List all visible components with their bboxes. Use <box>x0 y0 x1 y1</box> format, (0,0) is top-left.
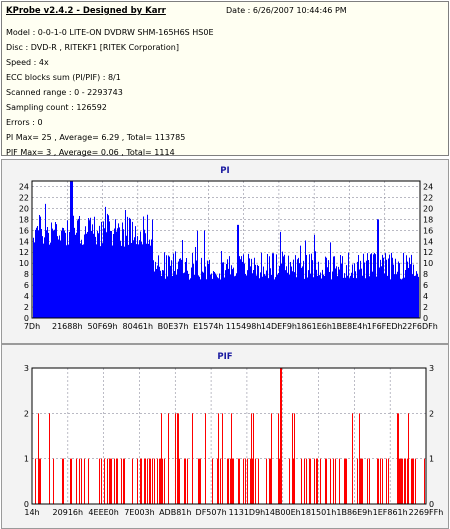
y-tick-label-right: 8 <box>423 270 428 279</box>
info-sampling-count: Sampling count : 126592 <box>6 103 107 112</box>
y-tick-label-right: 14 <box>423 237 433 246</box>
pif-chart: 0 0 1 1 2 2 3 3 14h 20916h 4EEE0h 7E003h ADB81h DF507… <box>24 364 444 517</box>
y-tick-label-left: 2 <box>24 409 29 418</box>
y-tick-label-right: 22 <box>423 193 433 202</box>
y-tick-label-right: 1 <box>429 455 434 464</box>
info-scanned-range: Scanned range : 0 - 2293743 <box>6 88 123 97</box>
x-tick-label: 1861E6h <box>296 322 332 331</box>
x-tick-label: 7Dh <box>24 322 40 331</box>
pif-chart-title: PIF <box>217 352 233 362</box>
y-tick-label-left: 1 <box>24 455 29 464</box>
series-bars <box>35 368 425 504</box>
x-tick-label: 20916h <box>53 508 84 517</box>
scan-date: Date : 6/26/2007 10:44:46 PM <box>226 6 347 15</box>
x-tick-label: 14DEF9h <box>261 322 297 331</box>
y-tick-label-right: 3 <box>429 364 434 373</box>
x-tick-label: 1131D9h <box>229 508 266 517</box>
y-tick-label-right: 0 <box>429 500 434 509</box>
x-tick-label: 1BE8E4h <box>331 322 367 331</box>
y-tick-label-left: 10 <box>19 259 29 268</box>
x-tick-label: 21688h <box>52 322 83 331</box>
pif-chart-panel: PIF 0 0 1 1 2 2 3 3 14h 20916h 4EEE0h 7E003h ADB81h D… <box>1 344 449 529</box>
y-tick-label-left: 0 <box>24 314 29 323</box>
info-pif-stats: PIF Max= 3 , Average= 0.06 , Total= 1114 <box>6 148 175 157</box>
info-pi-stats: PI Max= 25 , Average= 6.29 , Total= 1137… <box>6 133 186 142</box>
info-speed: Speed : 4x <box>6 58 49 67</box>
plot-frame <box>31 367 427 505</box>
x-tick-label: 14B00Eh <box>265 508 301 517</box>
y-tick-label-right: 18 <box>423 215 433 224</box>
x-tick-label: 22F6DFh <box>402 322 438 331</box>
y-tick-label-right: 2 <box>423 303 428 312</box>
y-tick-label-left: 20 <box>19 204 29 213</box>
y-tick-label-right: 12 <box>423 248 433 257</box>
info-panel: KProbe v2.4.2 - Designed by Karr Date : … <box>1 1 449 157</box>
x-tick-label: B0E37h <box>158 322 189 331</box>
y-tick-label-left: 0 <box>24 500 29 509</box>
series-bars <box>33 181 419 318</box>
pi-chart-panel: PI 0 0 2 2 4 4 6 6 8 8 10 10 12 12 14 14 16 16 18 18 20 20 22 2… <box>1 159 449 344</box>
x-tick-label: 14h <box>24 508 39 517</box>
x-tick-label: 1EF861h <box>373 508 408 517</box>
x-tick-label: 7E003h <box>124 508 154 517</box>
pi-chart-title: PI <box>220 166 230 176</box>
info-disc: Disc : DVD-R , RITEKF1 [RITEK Corporatio… <box>6 43 179 52</box>
x-tick-label: 115498h <box>226 322 262 331</box>
x-tick-label: 1B86E9h <box>336 508 372 517</box>
y-tick-label-right: 16 <box>423 226 433 235</box>
y-tick-label-left: 14 <box>19 237 29 246</box>
y-tick-label-left: 12 <box>19 248 29 257</box>
y-tick-label-left: 6 <box>24 281 29 290</box>
y-tick-label-right: 0 <box>423 314 428 323</box>
info-errors: Errors : 0 <box>6 118 43 127</box>
y-tick-label-left: 16 <box>19 226 29 235</box>
x-tick-label: E1574h <box>193 322 223 331</box>
y-tick-label-left: 4 <box>24 292 29 301</box>
x-tick-label: 1F6FEDh <box>367 322 403 331</box>
y-tick-label-right: 2 <box>429 409 434 418</box>
y-tick-label-left: 24 <box>19 182 29 191</box>
y-tick-label-right: 24 <box>423 182 433 191</box>
plot-frame <box>31 180 421 319</box>
y-tick-label-right: 4 <box>423 292 428 301</box>
x-tick-label: DF507h <box>196 508 227 517</box>
x-tick-label: 4EEE0h <box>88 508 118 517</box>
x-tick-label: 50F69h <box>88 322 118 331</box>
y-tick-label-left: 22 <box>19 193 29 202</box>
x-tick-label: 80461h <box>123 322 154 331</box>
y-tick-label-left: 18 <box>19 215 29 224</box>
info-ecc-blocks: ECC blocks sum (PI/PIF) : 8/1 <box>6 73 121 82</box>
y-tick-label-left: 8 <box>24 270 29 279</box>
x-tick-label: 181501h <box>301 508 337 517</box>
y-tick-label-right: 10 <box>423 259 433 268</box>
x-tick-label: ADB81h <box>159 508 191 517</box>
x-tick-label: 2269FFh <box>409 508 444 517</box>
y-tick-label-left: 2 <box>24 303 29 312</box>
app-title: KProbe v2.4.2 - Designed by Karr <box>6 6 166 16</box>
y-tick-label-left: 3 <box>24 364 29 373</box>
info-model: Model : 0-0-1-0 LITE-ON DVDRW SHM-165H6S… <box>6 28 214 37</box>
y-tick-label-right: 20 <box>423 204 433 213</box>
y-tick-label-right: 6 <box>423 281 428 290</box>
